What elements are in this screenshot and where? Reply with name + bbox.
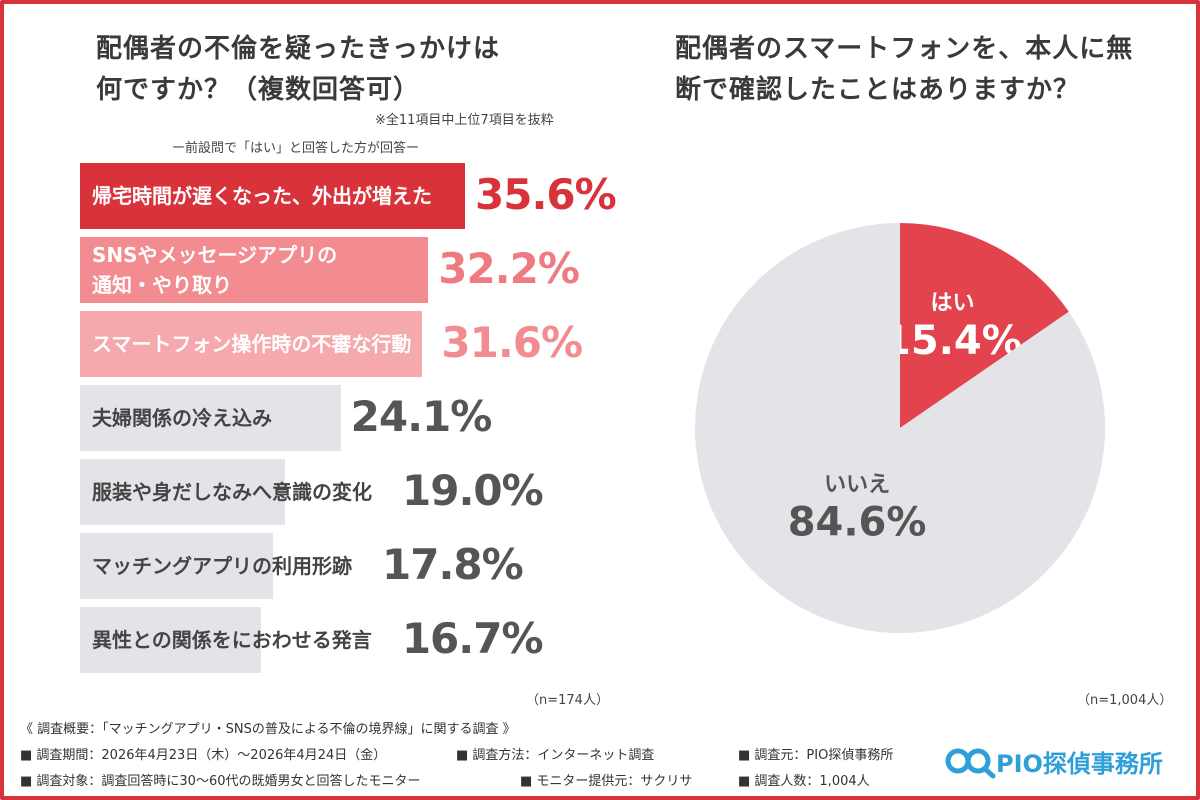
bar bbox=[80, 237, 429, 303]
survey-period: ■ 調査期間：2026年4月23日（木）～2026年4月24日（金） bbox=[20, 748, 387, 763]
bar bbox=[80, 607, 261, 673]
bar bbox=[80, 385, 341, 451]
bar-value-label: 16.7% bbox=[401, 614, 544, 663]
bar-category-label: 帰宅時間が遅くなった、外出が増えた bbox=[92, 184, 432, 208]
bar-value-label: 35.6% bbox=[475, 170, 617, 219]
left-chart-title: 配偶者の不倫を疑ったきっかけは 何ですか？（複数回答可） bbox=[96, 34, 500, 105]
pie-slice-label: いいえ bbox=[824, 473, 890, 498]
bar bbox=[80, 459, 286, 525]
right-chart-title: 配偶者のスマートフォンを、本人に無 断で確認したことはありますか？ bbox=[675, 34, 1134, 105]
bar bbox=[80, 533, 273, 599]
bar-value-label: 24.1% bbox=[350, 392, 493, 441]
pie-slice bbox=[900, 223, 1069, 428]
magnifier-logo-icon bbox=[945, 748, 996, 778]
left-chart-note: ※全11項目中上位7項目を抜粋 bbox=[375, 113, 554, 128]
survey-provider: ■ モニター提供元：サクリサ bbox=[520, 774, 693, 789]
survey-method: ■ 調査方法：インターネット調査 bbox=[456, 748, 655, 763]
survey-target: ■ 調査対象：調査回答時に30～60代の既婚男女と回答したモニター bbox=[20, 774, 421, 789]
bar bbox=[80, 311, 422, 377]
bar-category-label: 服装や身だしなみへ意識の変化 bbox=[92, 480, 372, 504]
bar-value-label: 19.0% bbox=[402, 466, 544, 515]
bar-category-label: SNSやメッセージアプリの 通知・やり取り bbox=[92, 243, 338, 297]
pio-logo: PIO探偵事務所 bbox=[944, 744, 1163, 779]
pie-slice-value: 84.6% bbox=[788, 500, 927, 546]
bar-value-label: 31.6% bbox=[441, 318, 583, 367]
survey-count: ■ 調査人数：1,004人 bbox=[738, 774, 870, 789]
bar-value-label: 17.8% bbox=[382, 540, 524, 589]
left-chart-subnote: ー前設問で「はい」と回答した方が回答ー bbox=[172, 141, 420, 156]
left-sample-size: （n=174人） bbox=[526, 693, 609, 708]
pie-slice-value: 15.4% bbox=[883, 318, 1022, 364]
pie-slice bbox=[695, 223, 1105, 633]
bar bbox=[80, 163, 465, 229]
pie-slice-label: はい bbox=[930, 291, 974, 316]
bar-category-label: マッチングアプリの利用形跡 bbox=[92, 554, 352, 578]
survey-source: ■ 調査元：PIO探偵事務所 bbox=[738, 748, 894, 763]
bar-category-label: 異性との関係をにおわせる発言 bbox=[92, 628, 372, 652]
logo-text: PIO探偵事務所 bbox=[996, 750, 1163, 778]
bar-category-label: スマートフォン操作時の不審な行動 bbox=[92, 332, 412, 356]
bar-category-label: 夫婦関係の冷え込み bbox=[92, 406, 272, 430]
bar-value-label: 32.2% bbox=[438, 244, 580, 293]
right-sample-size: （n=1,004人） bbox=[1077, 693, 1173, 708]
survey-summary: 《 調査概要：「マッチングアプリ・SNSの普及による不倫の境界線」に関する調査 … bbox=[20, 722, 516, 737]
